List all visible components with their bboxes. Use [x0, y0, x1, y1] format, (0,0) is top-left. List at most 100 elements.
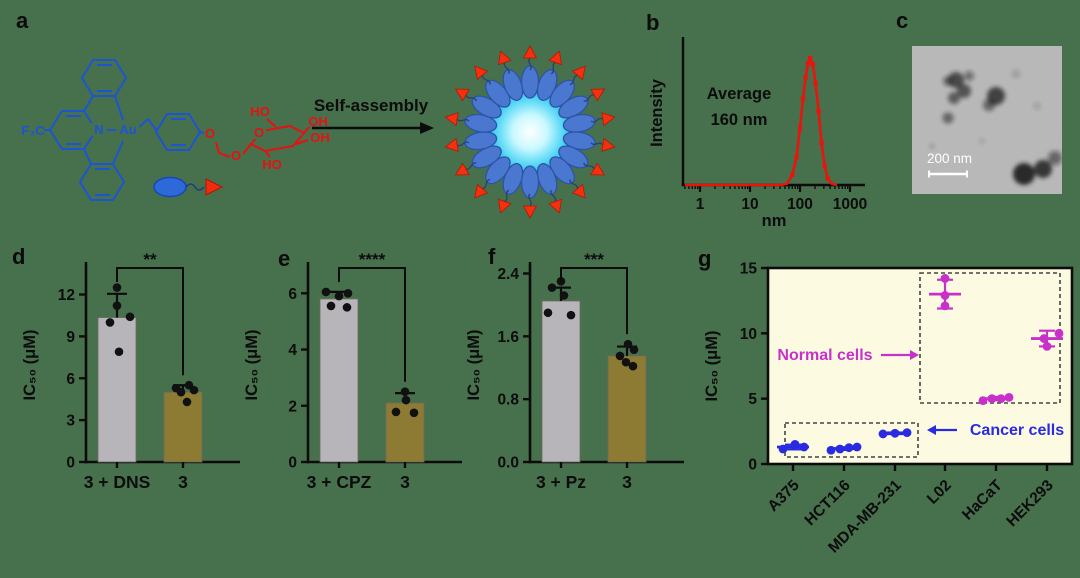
data-point-HaCaT: [987, 394, 997, 404]
panel-label-e: e: [278, 246, 291, 271]
x-category-label: 3: [400, 472, 410, 492]
data-point: [559, 291, 569, 300]
micelle-unit: [454, 145, 502, 176]
y-tick-label: 3: [66, 413, 75, 430]
x-tick-label: 10: [741, 196, 758, 213]
y-tick-label: 6: [66, 371, 75, 388]
average-annotation-line2: 160 nm: [711, 111, 768, 129]
arrow-left-icon: [927, 425, 936, 435]
data-point-A375: [799, 442, 809, 452]
data-point-HCT116: [835, 444, 845, 454]
curve-marker: [803, 74, 808, 80]
x-category-label: 3: [178, 472, 188, 492]
nanoparticle-blobs: [929, 70, 1062, 185]
bar-chart-cpz: 0 2 4 6 IC₅₀ (μM) 3 + CPZ 3 ****: [243, 250, 462, 492]
data-point: [112, 283, 122, 292]
data-point: [629, 345, 639, 354]
atom-label-oh-upper: OH: [308, 114, 328, 129]
y-axis-label: IC₅₀ (μM): [21, 330, 39, 401]
x-category-label: L02: [924, 477, 955, 508]
data-point: [391, 407, 401, 417]
data-point: [400, 387, 410, 397]
data-point-HEK293: [1042, 342, 1052, 351]
atom-label-n: N: [94, 122, 103, 137]
arrow-right-icon: [910, 350, 919, 360]
hydrophobic-ellipse-icon: [153, 176, 187, 198]
data-point: [409, 408, 419, 418]
x-axis-label: nm: [762, 212, 787, 230]
bar-3: [385, 402, 425, 463]
data-point: [334, 291, 344, 301]
atom-label-ho-bottom: HO: [262, 157, 282, 172]
data-point-A375: [790, 440, 800, 449]
significance-stars: ****: [359, 250, 386, 269]
data-point-HaCaT: [978, 396, 988, 406]
data-point: [105, 318, 115, 327]
x-tick-label: 1: [696, 196, 705, 213]
y-tick-label: 15: [740, 261, 758, 278]
bar-3 + DNS: [97, 317, 137, 463]
x-category-label: 3: [622, 472, 632, 492]
cancer-cells-annotation: Cancer cells: [970, 422, 1064, 439]
micelle-unit: [549, 156, 586, 199]
self-assembly-label: Self-assembly: [313, 96, 429, 115]
data-point: [623, 339, 633, 349]
y-tick-label: 5: [748, 391, 757, 408]
curve-marker: [813, 81, 818, 86]
curve-marker: [819, 140, 824, 146]
atom-label-o-chain: O: [231, 148, 241, 163]
data-point: [176, 387, 186, 397]
micelle-core: [487, 89, 573, 175]
significance-bracket: [338, 267, 406, 382]
panel-label-a: a: [16, 8, 29, 33]
y-tick-label: 0.8: [497, 392, 519, 409]
bar-3 + Pz: [541, 300, 581, 463]
x-category-label: 3 + CPZ: [307, 472, 372, 492]
x-tick-label: 1000: [833, 196, 867, 213]
data-point: [321, 287, 331, 297]
chemical-structure-drawing: F₃C N Au O O O HO OH OH HO: [21, 59, 330, 201]
data-point: [342, 303, 352, 312]
data-point: [543, 308, 553, 318]
x-category-label: HaCaT: [959, 476, 1006, 523]
bar-chart-dns: 0 3 6 9 12 IC₅₀ (μM) 3 + DNS 3 **: [21, 250, 240, 492]
normal-cells-annotation: Normal cells: [777, 347, 872, 364]
atom-label-o-ring: O: [254, 125, 264, 140]
data-point: [326, 301, 336, 311]
micelle-unit: [562, 112, 616, 133]
y-tick-label: 4: [288, 342, 297, 359]
x-category-label: HCT116: [802, 477, 854, 529]
data-point-MDA-MB-231: [890, 428, 900, 438]
data-point: [114, 347, 124, 357]
data-point-HCT116: [826, 445, 836, 455]
data-point-A375: [778, 444, 788, 454]
ligand-bonds: [44, 59, 207, 201]
y-axis-label: IC₅₀ (μM): [243, 330, 261, 401]
data-point: [343, 289, 353, 298]
data-point: [189, 385, 199, 395]
dls-line-chart: 1 10 100 1000 Average 160 nm Intensity nm: [648, 37, 867, 230]
panel-label-f: f: [488, 244, 496, 269]
ic50-scatter-chart: 0 5 10 15 IC₅₀ (μM) Normal cells Cancer cells A…: [703, 261, 1074, 556]
y-tick-label: 12: [58, 287, 75, 304]
self-assembly-arrow-icon: [312, 122, 434, 134]
significance-stars: **: [143, 250, 157, 269]
y-tick-label: 0: [66, 455, 75, 472]
curve-marker: [790, 172, 795, 178]
data-point-MDA-MB-231: [878, 429, 888, 439]
panel-label-c: c: [896, 8, 909, 33]
x-tick-label: 100: [787, 196, 813, 213]
data-point-HEK293: [1039, 334, 1049, 343]
amphiphile-legend: [153, 176, 224, 198]
y-tick-label: 2: [288, 398, 297, 415]
data-point: [112, 301, 122, 310]
micelle-unit: [520, 45, 540, 99]
data-point-HaCaT: [996, 394, 1006, 404]
significance-bracket: [560, 267, 628, 335]
x-category-label: 3 + DNS: [84, 472, 151, 492]
curve-marker: [805, 60, 811, 66]
data-point: [615, 351, 625, 361]
linker-squiggle-icon: [185, 183, 205, 191]
atom-label-ho-top: HO: [250, 104, 270, 119]
y-axis-label: IC₅₀ (μM): [465, 330, 483, 401]
